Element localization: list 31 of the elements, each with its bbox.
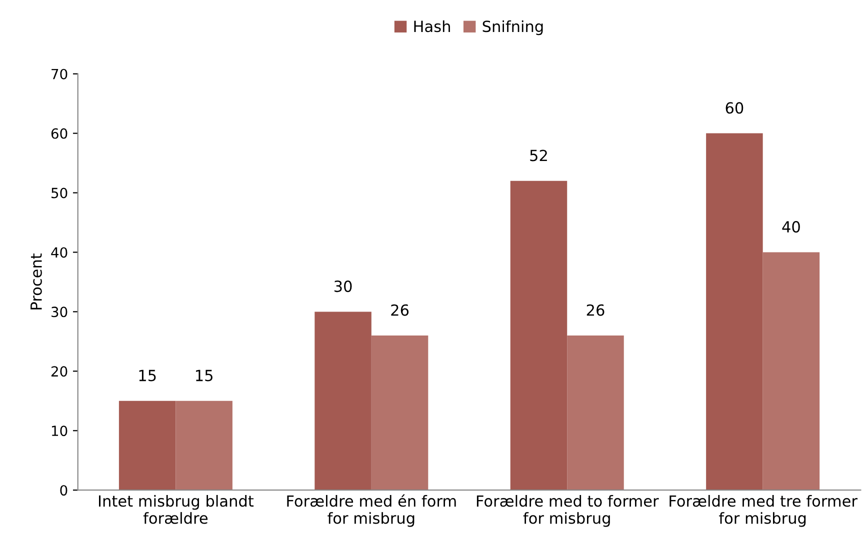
data-label: 26 [391, 304, 409, 316]
y-tick-label: 10 [52, 426, 68, 436]
bar [314, 312, 372, 490]
x-tick-label: Forældre med én form for misbrug [287, 494, 456, 527]
bar [567, 336, 624, 490]
y-axis-title: Procent [30, 253, 42, 310]
data-label: 26 [586, 304, 604, 316]
legend-label: Snifning [482, 20, 543, 36]
y-tick-label: 30 [52, 306, 68, 318]
bar [118, 400, 176, 490]
y-tick-label: 70 [52, 68, 68, 80]
bar [510, 180, 568, 490]
y-tick-label: 60 [51, 128, 68, 139]
y-tick-label: 20 [51, 366, 68, 377]
data-label: 52 [530, 150, 547, 162]
data-label: 15 [196, 370, 212, 382]
y-tick-label: 50 [52, 188, 68, 198]
data-label: 40 [782, 221, 800, 233]
bar [176, 400, 232, 490]
y-tick-label: 0 [60, 485, 68, 496]
x-tick-label: Forældre med tre former for misbrug [670, 494, 858, 527]
data-label: 60 [726, 102, 744, 114]
data-label: 30 [334, 280, 352, 292]
legend-label: Hash [414, 20, 450, 32]
data-label: 15 [139, 370, 156, 382]
x-tick-label: Intet misbrug blandt forældre [99, 494, 254, 524]
y-tick-label: 40 [51, 247, 68, 258]
x-tick-label: Forældre med to former for misbrug [476, 494, 659, 527]
bar [762, 252, 820, 490]
bar [706, 133, 763, 490]
bar [371, 336, 428, 490]
